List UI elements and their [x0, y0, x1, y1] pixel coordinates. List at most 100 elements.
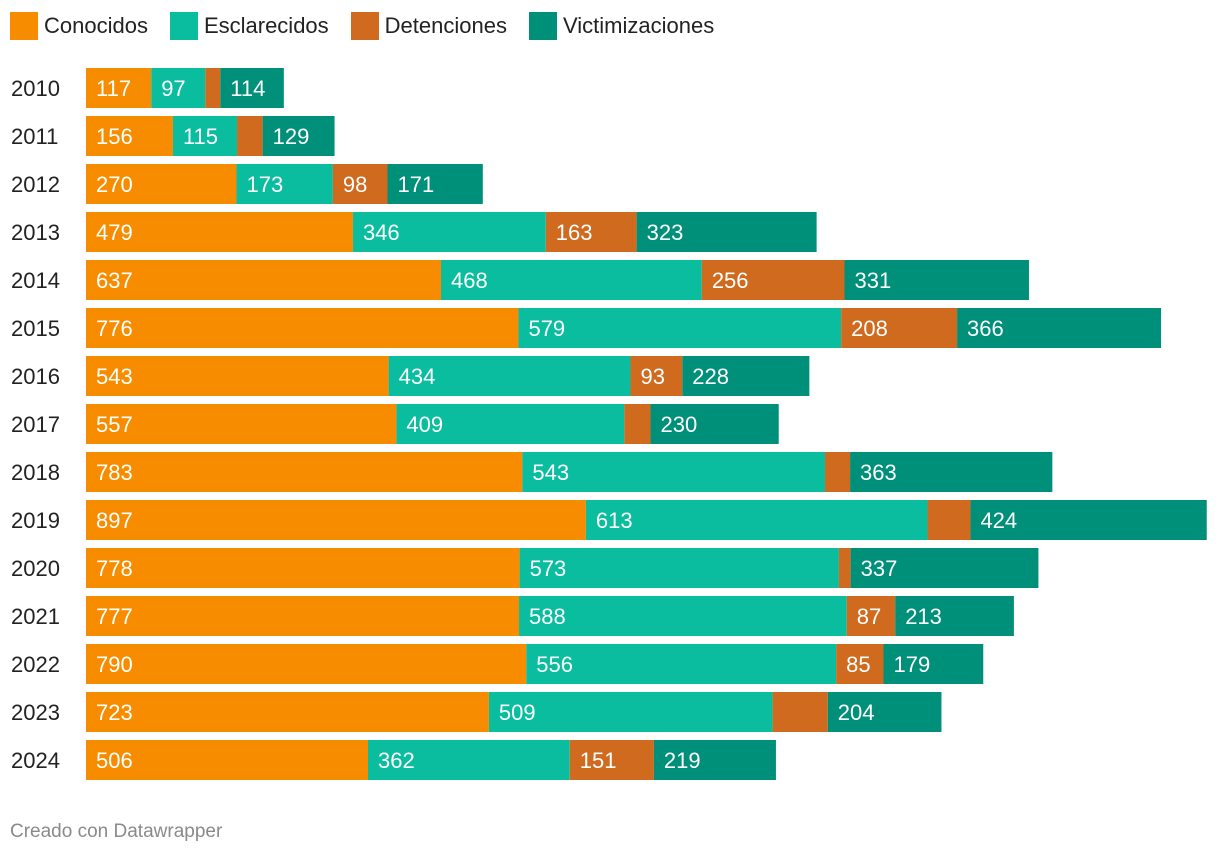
data-label-conocidos-2011: 156 [96, 124, 133, 149]
data-label-esclarecidos-2013: 346 [363, 220, 400, 245]
data-label-esclarecidos-2022: 556 [536, 652, 573, 677]
y-tick-label-2015: 2015 [11, 316, 60, 341]
data-label-detenciones-2013: 163 [556, 220, 593, 245]
bar-esclarecidos-2016 [388, 356, 631, 396]
bar-detenciones-2021 [846, 596, 896, 636]
legend-swatch-detenciones [350, 12, 379, 40]
y-tick-label-2023: 2023 [11, 700, 60, 725]
data-label-detenciones-2012: 98 [343, 172, 367, 197]
bar-esclarecidos-2020 [519, 548, 839, 588]
legend-item-esclarecidos: Esclarecidos [169, 12, 329, 40]
bar-conocidos-2019 [86, 500, 586, 540]
y-tick-label-2014: 2014 [11, 268, 60, 293]
y-tick-label-2024: 2024 [11, 748, 60, 773]
y-tick-label-2019: 2019 [11, 508, 60, 533]
bar-detenciones-2011 [237, 116, 263, 156]
legend-item-conocidos: Conocidos [10, 12, 148, 40]
y-tick-label-2013: 2013 [11, 220, 60, 245]
data-label-conocidos-2019: 897 [96, 508, 133, 533]
bar-conocidos-2018 [86, 452, 523, 492]
bar-conocidos-2012 [86, 164, 237, 204]
bar-esclarecidos-2013 [352, 212, 546, 252]
y-tick-label-2016: 2016 [11, 364, 60, 389]
bar-conocidos-2022 [86, 644, 527, 684]
data-label-conocidos-2022: 790 [96, 652, 133, 677]
bar-detenciones-2014 [701, 260, 845, 300]
data-label-esclarecidos-2020: 573 [530, 556, 567, 581]
bar-conocidos-2023 [86, 692, 489, 732]
data-label-victimizaciones-2016: 228 [692, 364, 729, 389]
y-tick-label-2011: 2011 [11, 124, 58, 149]
data-label-victimizaciones-2019: 424 [980, 508, 1017, 533]
data-label-conocidos-2024: 506 [96, 748, 133, 773]
data-label-conocidos-2014: 637 [96, 268, 133, 293]
bar-victimizaciones-2024 [653, 740, 776, 780]
data-label-esclarecidos-2017: 409 [406, 412, 443, 437]
y-tick-label-2022: 2022 [11, 652, 60, 677]
bar-conocidos-2020 [86, 548, 520, 588]
data-label-victimizaciones-2010: 114 [230, 76, 265, 101]
y-tick-label-2018: 2018 [11, 460, 60, 485]
data-label-victimizaciones-2021: 213 [905, 604, 942, 629]
data-label-victimizaciones-2023: 204 [838, 700, 875, 725]
data-label-conocidos-2023: 723 [96, 700, 133, 725]
bar-esclarecidos-2023 [488, 692, 773, 732]
footer-credit: Creado con Datawrapper [10, 821, 223, 842]
data-label-esclarecidos-2021: 588 [529, 604, 566, 629]
data-label-conocidos-2021: 777 [96, 604, 133, 629]
bar-detenciones-2010 [205, 68, 221, 108]
y-tick-label-2012: 2012 [11, 172, 60, 197]
bar-conocidos-2016 [86, 356, 389, 396]
bar-victimizaciones-2010 [220, 68, 284, 108]
data-label-conocidos-2013: 479 [96, 220, 133, 245]
bar-esclarecidos-2017 [396, 404, 625, 444]
legend-item-detenciones: Detenciones [350, 12, 507, 40]
bar-detenciones-2018 [824, 452, 851, 492]
data-label-esclarecidos-2024: 362 [378, 748, 415, 773]
bar-victimizaciones-2020 [850, 548, 1039, 588]
bar-esclarecidos-2024 [367, 740, 570, 780]
data-label-conocidos-2017: 557 [96, 412, 133, 437]
bar-esclarecidos-2010 [151, 68, 206, 108]
data-label-esclarecidos-2011: 115 [183, 124, 218, 149]
data-label-victimizaciones-2013: 323 [647, 220, 684, 245]
legend-label-esclarecidos: Esclarecidos [203, 13, 329, 38]
legend-swatch-esclarecidos [169, 12, 198, 40]
data-label-esclarecidos-2016: 434 [399, 364, 436, 389]
bar-conocidos-2011 [86, 116, 173, 156]
y-tick-label-2021: 2021 [11, 604, 60, 629]
data-label-victimizaciones-2020: 337 [861, 556, 898, 581]
bar-detenciones-2017 [624, 404, 651, 444]
data-label-conocidos-2016: 543 [96, 364, 133, 389]
legend-item-victimizaciones: Victimizaciones [528, 12, 714, 40]
bar-detenciones-2020 [838, 548, 851, 588]
y-tick-label-2020: 2020 [11, 556, 60, 581]
bar-esclarecidos-2014 [441, 260, 702, 300]
bar-victimizaciones-2023 [827, 692, 942, 732]
data-label-detenciones-2014: 256 [712, 268, 749, 293]
bar-esclarecidos-2019 [585, 500, 928, 540]
bar-victimizaciones-2011 [262, 116, 335, 156]
data-label-victimizaciones-2014: 331 [854, 268, 891, 293]
data-label-conocidos-2012: 270 [96, 172, 133, 197]
bar-detenciones-2013 [545, 212, 637, 252]
bar-detenciones-2016 [630, 356, 683, 396]
data-label-conocidos-2015: 776 [96, 316, 133, 341]
bar-esclarecidos-2015 [518, 308, 842, 348]
bar-victimizaciones-2013 [636, 212, 817, 252]
data-label-esclarecidos-2014: 468 [451, 268, 488, 293]
data-label-detenciones-2015: 208 [851, 316, 888, 341]
data-label-esclarecidos-2015: 579 [528, 316, 565, 341]
bar-victimizaciones-2015 [957, 308, 1162, 348]
y-tick-label-2010: 2010 [11, 76, 60, 101]
bar-victimizaciones-2014 [844, 260, 1029, 300]
bar-victimizaciones-2017 [650, 404, 779, 444]
bar-conocidos-2014 [86, 260, 441, 300]
data-label-victimizaciones-2022: 179 [894, 652, 931, 677]
bar-victimizaciones-2019 [970, 500, 1207, 540]
bar-detenciones-2019 [927, 500, 971, 540]
data-label-conocidos-2018: 783 [96, 460, 133, 485]
chart-legend: Conocidos Esclarecidos Detenciones Victi… [10, 12, 714, 40]
bar-victimizaciones-2021 [895, 596, 1014, 636]
